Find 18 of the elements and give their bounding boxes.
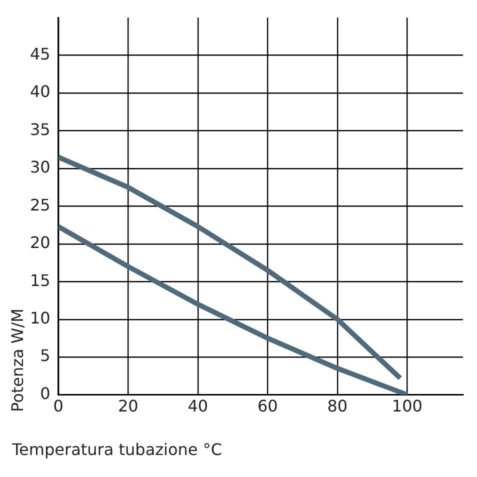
y-tick-label: 20 bbox=[30, 233, 50, 252]
y-tick-label: 25 bbox=[30, 195, 50, 214]
y-tick-label: 15 bbox=[30, 270, 50, 290]
y-tick-label: 30 bbox=[30, 158, 50, 177]
y-tick-label: 10 bbox=[30, 308, 50, 328]
x-tick-label: 60 bbox=[257, 396, 278, 416]
x-tick-label: 0 bbox=[53, 396, 64, 416]
y-tick-label: 40 bbox=[30, 82, 50, 102]
x-tick-label: 20 bbox=[118, 396, 138, 416]
y-tick-label: 45 bbox=[30, 44, 50, 64]
x-tick-label: 100 bbox=[392, 396, 422, 416]
y-tick-label: 0 bbox=[40, 384, 50, 403]
y-tick-label: 5 bbox=[40, 346, 50, 366]
x-axis-title: Temperatura tubazione °C bbox=[12, 440, 222, 459]
y-axis-title: Potenza W/M bbox=[8, 308, 27, 412]
y-tick-label: 35 bbox=[30, 120, 50, 139]
x-tick-label: 40 bbox=[188, 396, 208, 416]
x-tick-label: 80 bbox=[327, 396, 348, 416]
